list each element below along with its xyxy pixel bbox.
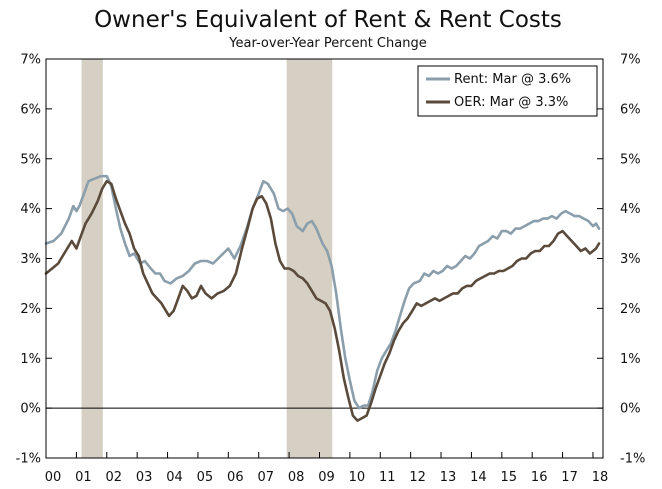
y-tick-label-left: 7%	[20, 53, 41, 68]
legend: Rent: Mar @ 3.6% OER: Mar @ 3.3%	[417, 65, 598, 117]
x-tick-label: 13	[440, 470, 457, 485]
chart-subtitle: Year-over-Year Percent Change	[228, 36, 426, 51]
x-tick-label: 11	[379, 470, 396, 485]
recession-bands	[81, 59, 333, 458]
y-tick-label-right: 2%	[620, 302, 641, 317]
y-tick-label-right: 7%	[620, 53, 641, 68]
x-tick-label: 16	[531, 470, 548, 485]
x-tick-label: 07	[257, 470, 274, 485]
x-tick-label: 05	[197, 470, 214, 485]
y-tick-label-right: 1%	[620, 352, 641, 367]
y-tick-label-left: 1%	[20, 352, 41, 367]
y-tick-label-left: -1%	[16, 452, 41, 467]
x-tick-label: 08	[288, 470, 305, 485]
y-tick-label-left: 3%	[20, 252, 41, 267]
y-tick-label-right: -1%	[620, 452, 645, 467]
y-tick-label-left: 6%	[20, 102, 41, 117]
y-tick-label-right: 0%	[620, 402, 641, 417]
x-tick-label: 18	[592, 470, 609, 485]
recession-band-0	[81, 59, 103, 458]
x-tick-label: 02	[106, 470, 123, 485]
x-tick-label: 04	[166, 470, 183, 485]
y-tick-label-left: 0%	[20, 402, 41, 417]
x-tick-label: 00	[45, 470, 62, 485]
x-tick-label: 17	[561, 470, 578, 485]
x-tick-label: 09	[318, 470, 335, 485]
x-tick-label: 06	[227, 470, 244, 485]
x-tick-label: 01	[75, 470, 92, 485]
series-line-rent	[44, 174, 601, 410]
y-tick-label-left: 2%	[20, 302, 41, 317]
axis-group: 7% 7% 6% 6% 5% 5% 4% 4% 3% 3% 2% 2% 1% 1% 0% 0% -1% -1% 00…	[16, 53, 646, 486]
y-tick-label-right: 3%	[620, 252, 641, 267]
x-tick-label: 15	[501, 470, 518, 485]
chart-title: Owner's Equivalent of Rent & Rent Costs	[94, 7, 562, 33]
legend-box	[417, 65, 598, 117]
series-group	[44, 174, 601, 422]
x-tick-label: 14	[470, 470, 487, 485]
x-tick-label: 10	[349, 470, 366, 485]
y-tick-label-left: 5%	[20, 152, 41, 167]
x-tick-label: 12	[409, 470, 426, 485]
y-tick-label-right: 5%	[620, 152, 641, 167]
y-tick-label-right: 4%	[620, 202, 641, 217]
legend-label-rent: Rent: Mar @ 3.6%	[454, 72, 571, 87]
y-tick-label-left: 4%	[20, 202, 41, 217]
x-tick-label: 03	[136, 470, 153, 485]
series-line-oer	[44, 179, 601, 422]
legend-label-oer: OER: Mar @ 3.3%	[454, 95, 568, 110]
recession-band-1	[286, 59, 333, 458]
y-tick-label-right: 6%	[620, 102, 641, 117]
